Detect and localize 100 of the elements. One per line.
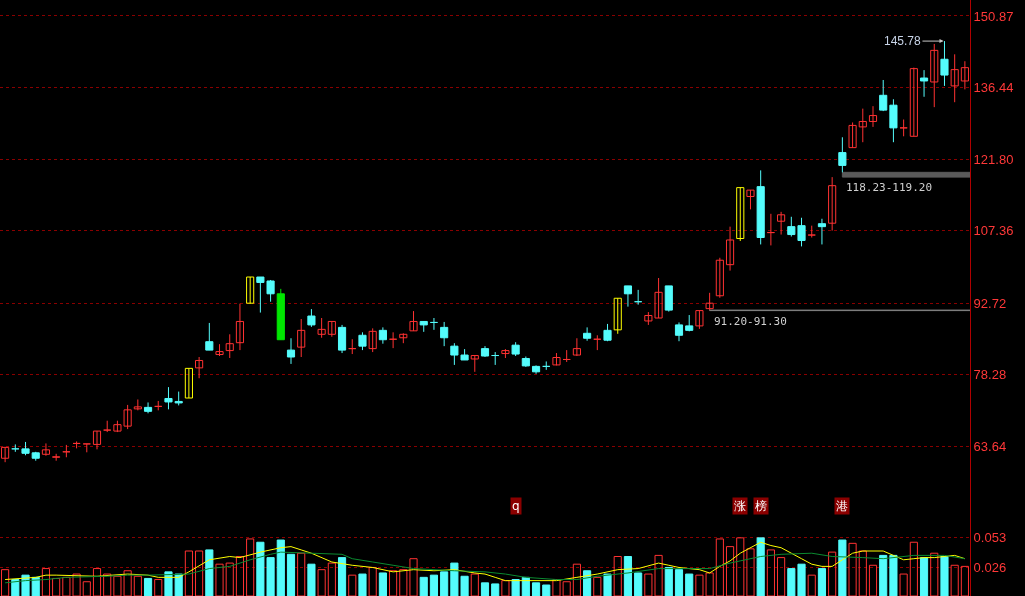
candlestick: [246, 276, 255, 305]
bar: [368, 566, 377, 596]
y-tick-label: 0.026: [973, 560, 1007, 576]
bar: [603, 573, 612, 596]
candlestick: [184, 367, 193, 399]
bar: [337, 557, 347, 596]
bar: [246, 538, 255, 596]
bar: [930, 552, 939, 596]
candlestick: [92, 430, 102, 450]
annotation: 港: [836, 499, 848, 513]
candlestick: [858, 108, 867, 143]
bar: [899, 573, 908, 596]
bar: [838, 539, 847, 596]
candlestick: [133, 398, 142, 411]
bar: [440, 571, 449, 596]
candlestick: [41, 442, 51, 457]
annotation: 145.78: [884, 34, 922, 48]
bar: [674, 569, 684, 596]
bar: [307, 563, 316, 596]
bar: [297, 552, 306, 596]
candlestick: [317, 317, 326, 339]
bar: [542, 584, 551, 596]
bar: [756, 537, 765, 596]
candlestick: [868, 105, 878, 128]
candlestick: [848, 121, 857, 149]
annotation: 榜: [755, 499, 767, 513]
candlestick: [746, 189, 755, 210]
candlestick: [725, 226, 735, 272]
candlestick: [470, 355, 479, 373]
candlestick: [930, 43, 939, 108]
bar: [940, 556, 949, 596]
bar: [286, 553, 296, 596]
bar: [501, 580, 510, 596]
candlestick: [889, 98, 898, 143]
bar: [184, 550, 193, 596]
bar: [613, 556, 622, 596]
bar: [960, 565, 969, 596]
bar: [276, 539, 285, 596]
bar: [828, 551, 837, 596]
candlestick: [225, 333, 234, 359]
bar: [817, 568, 827, 596]
annotation: q: [512, 499, 520, 513]
bar: [1, 569, 10, 596]
bar: [572, 563, 581, 596]
bar: [746, 548, 755, 596]
y-tick-label: 150.87: [973, 8, 1014, 24]
candlestick: [685, 314, 694, 332]
bar: [429, 574, 439, 596]
candlestick: [409, 310, 418, 332]
candlestick: [756, 169, 765, 245]
bar: [531, 582, 541, 596]
candlestick: [1, 446, 10, 463]
y-tick-label: 121.80: [973, 152, 1014, 168]
candlestick: [368, 327, 377, 353]
candlestick: [909, 67, 918, 137]
bar: [715, 538, 724, 596]
candlestick: [695, 310, 704, 330]
bar: [685, 573, 694, 596]
candlestick: [327, 320, 336, 338]
bar: [327, 562, 336, 596]
bar: [879, 554, 888, 596]
bar: [634, 572, 643, 596]
candlestick: [715, 257, 724, 299]
bar: [154, 579, 163, 596]
candlestick: [235, 303, 245, 351]
candlestick: [215, 343, 224, 357]
bar: [858, 550, 867, 596]
y-tick-label: 136.44: [973, 79, 1014, 95]
candlestick: [511, 341, 520, 357]
bar: [52, 577, 61, 596]
bar: [889, 554, 898, 596]
bar: [725, 546, 735, 596]
annotation: 涨: [734, 499, 746, 513]
candlestick: [399, 332, 408, 344]
candlestick: [572, 337, 581, 357]
candlestick: [52, 453, 61, 462]
bar: [480, 582, 490, 596]
bar: [470, 573, 479, 596]
y-tick-label: 78.28: [973, 366, 1007, 382]
bar: [225, 562, 234, 596]
bar: [868, 564, 878, 596]
bar: [133, 575, 142, 596]
candlestick: [838, 136, 847, 173]
candlestick: [664, 285, 673, 313]
bar: [848, 542, 857, 596]
bar: [623, 556, 633, 596]
bar: [143, 577, 153, 596]
bar: [358, 573, 367, 596]
y-tick-label: 0.053: [973, 530, 1007, 546]
candlestick: [419, 320, 428, 333]
candlestick: [705, 292, 714, 311]
bar: [766, 549, 775, 596]
bar: [215, 563, 224, 596]
line-series: [4, 551, 966, 584]
bar: [103, 573, 112, 596]
candlestick: [950, 53, 959, 103]
bar: [777, 557, 786, 596]
candlestick: [501, 348, 510, 359]
candlestick: [358, 331, 367, 351]
candlestick: [521, 356, 530, 368]
